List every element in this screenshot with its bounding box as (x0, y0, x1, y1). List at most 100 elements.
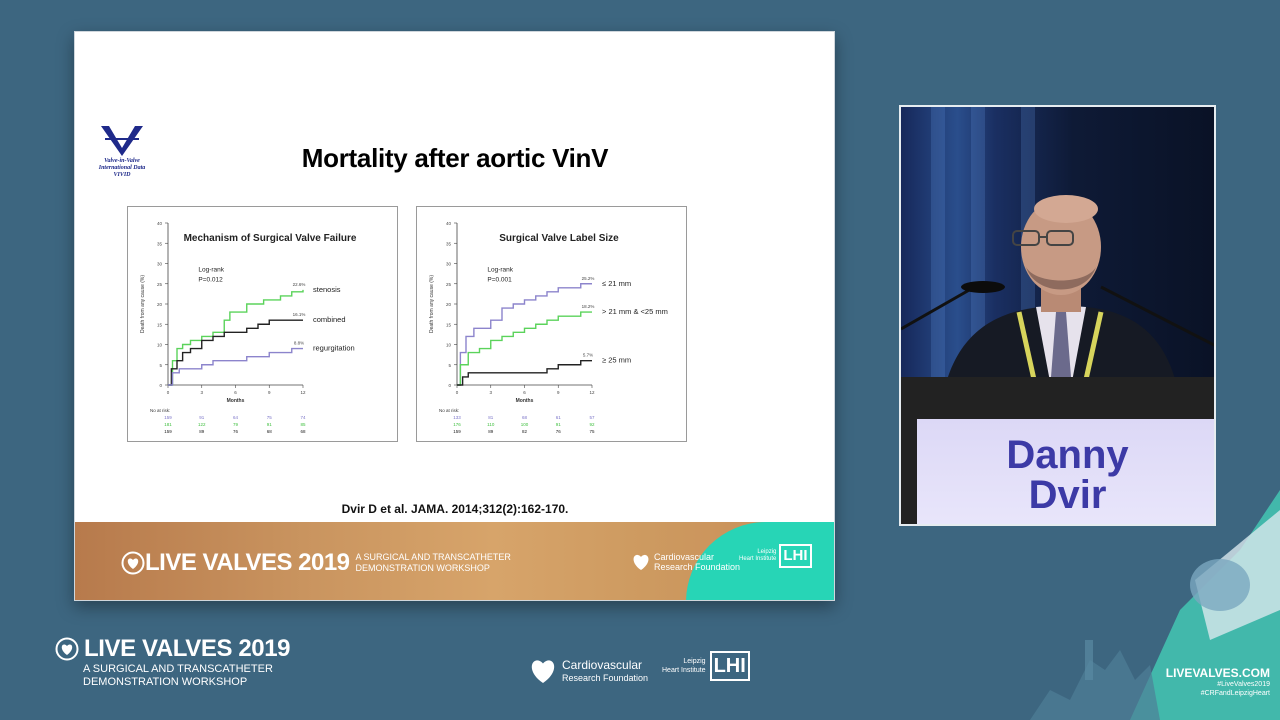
at-risk-value: 57 (589, 415, 595, 420)
hashtag-1: #LiveValves2019 (1217, 681, 1270, 688)
live-valves-heart-icon (55, 637, 79, 661)
y-tick-label: 30 (446, 262, 452, 267)
y-tick-label: 35 (446, 241, 452, 246)
speaker-video: Danny Dvir (899, 105, 1216, 526)
footer-brand: LIVE VALVES 2019 A SURGICAL AND TRANSCAT… (55, 635, 291, 689)
at-risk-value: 76 (233, 429, 239, 434)
vivid-logo-line-3: VIVID (113, 172, 131, 178)
at-risk-value: 75 (267, 415, 273, 420)
x-tick-label: 6 (523, 390, 526, 395)
footer-crf-line-2: Research Foundation (562, 672, 649, 683)
y-tick-label: 20 (446, 302, 452, 307)
corner-decoration (1030, 490, 1280, 720)
x-tick-label: 9 (557, 390, 560, 395)
backdrop-stripe (971, 107, 985, 387)
y-tick-label: 0 (448, 383, 451, 388)
x-tick-label: 12 (589, 390, 595, 395)
podium: Danny Dvir (901, 377, 1214, 524)
chart-title: Mechanism of Surgical Valve Failure (184, 233, 357, 244)
x-tick-label: 3 (200, 390, 203, 395)
slide-lhi-box: LHI (779, 544, 812, 568)
vivid-logo-line-1: Valve-in-Valve (104, 158, 140, 164)
corner-links: LIVEVALVES.COM #LiveValves2019 #CRFandLe… (1140, 666, 1270, 698)
slide-brand-subtitle: A SURGICAL AND TRANSCATHETER DEMONSTRATI… (356, 552, 511, 574)
x-tick-label: 6 (234, 390, 237, 395)
x-axis-label: Months (227, 398, 245, 404)
vivid-logo-icon (101, 126, 143, 156)
speaker-figure (901, 195, 1214, 407)
slide-brand-title: LIVE VALVES 2019 (145, 549, 350, 576)
footer-brand-sub-2: DEMONSTRATION WORKSHOP (83, 676, 248, 688)
series-label: stenosis (313, 285, 341, 294)
series-label: ≤ 21 mm (602, 279, 631, 288)
hashtag-2: #CRFandLeipzigHeart (1200, 690, 1270, 697)
series-line (457, 311, 592, 386)
slide-footer-banner: LIVE VALVES 2019 A SURGICAL AND TRANSCAT… (75, 522, 834, 600)
x-tick-label: 0 (456, 390, 459, 395)
series-line (168, 289, 304, 386)
series-line (457, 360, 592, 386)
vivid-logo-line-2: International Data (98, 165, 146, 171)
at-risk-label: No at risk: (150, 408, 170, 413)
speaker-first-name: Danny (1006, 433, 1129, 477)
at-risk-value: 159 (453, 429, 461, 434)
at-risk-value: 181 (164, 422, 172, 427)
series-end-value: 16.1% (293, 312, 306, 317)
at-risk-value: 64 (233, 415, 239, 420)
at-risk-value: 74 (300, 415, 306, 420)
p-value-label: P=0.012 (198, 277, 223, 284)
at-risk-value: 110 (487, 422, 495, 427)
website-url[interactable]: LIVEVALVES.COM (1165, 666, 1270, 680)
slide-crf-logo: Cardiovascular Research Foundation (631, 552, 740, 572)
y-tick-label: 5 (448, 363, 451, 368)
x-tick-label: 9 (268, 390, 271, 395)
at-risk-value: 68 (267, 429, 273, 434)
series-line (168, 347, 303, 386)
at-risk-value: 159 (164, 415, 172, 420)
crf-heart-icon (633, 554, 649, 570)
y-tick-label: 40 (157, 221, 163, 226)
series-line (457, 283, 592, 386)
slide-lhi-logo: Leipzig Heart Institute LHI (739, 544, 812, 568)
series-label: regurgitation (313, 344, 355, 353)
at-risk-value: 176 (453, 422, 461, 427)
at-risk-value: 91 (556, 422, 562, 427)
crf-heart-icon (531, 660, 555, 683)
chart-svg: Mechanism of Surgical Valve Failure 0 5 10 1… (140, 221, 357, 434)
y-tick-label: 0 (159, 383, 162, 388)
series-label: > 21 mm & <25 mm (602, 307, 668, 316)
citation: Dvir D et al. JAMA. 2014;312(2):162-170. (341, 502, 569, 516)
at-risk-value: 92 (589, 422, 595, 427)
at-risk-value: 159 (164, 429, 172, 434)
x-tick-label: 12 (300, 390, 306, 395)
series-line (168, 319, 303, 386)
y-tick-label: 30 (157, 262, 163, 267)
slide-brand-sub-1: A SURGICAL AND TRANSCATHETER (355, 552, 511, 562)
y-tick-label: 25 (157, 282, 163, 287)
y-tick-label: 20 (157, 302, 163, 307)
footer-lhi-line-2: Heart Institute (662, 667, 706, 674)
at-risk-label: No at risk: (439, 408, 459, 413)
at-risk-value: 89 (199, 429, 205, 434)
footer-brand-sub-1: A SURGICAL AND TRANSCATHETER (83, 663, 273, 675)
series-end-value: 25.2% (582, 276, 595, 281)
y-tick-label: 15 (157, 322, 163, 327)
chart-svg: Surgical Valve Label Size051015202530354… (429, 221, 668, 434)
speaker-name-sign: Danny Dvir (917, 419, 1214, 524)
at-risk-value: 76 (556, 429, 562, 434)
y-tick-label: 10 (157, 343, 163, 348)
slide-title: Mortality after aortic VinV (301, 143, 609, 173)
footer-brand-title: LIVE VALVES 2019 (84, 635, 291, 662)
at-risk-value: 133 (453, 415, 461, 420)
slide-crf-line-2: Research Foundation (654, 562, 741, 572)
series-end-value: 8.8% (294, 341, 304, 346)
x-axis-label: Months (516, 398, 534, 404)
footer-crf-line-1: Cardiovascular (562, 657, 643, 672)
slide-brand: LIVE VALVES 2019 A SURGICAL AND TRANSCAT… (121, 549, 511, 577)
p-value-label: P=0.001 (487, 277, 512, 284)
at-risk-value: 122 (198, 422, 206, 427)
chart-title: Surgical Valve Label Size (499, 233, 619, 244)
at-risk-value: 68 (522, 415, 528, 420)
slide-brand-sub-2: DEMONSTRATION WORKSHOP (355, 563, 490, 573)
speaker-last-name: Dvir (1028, 473, 1107, 517)
